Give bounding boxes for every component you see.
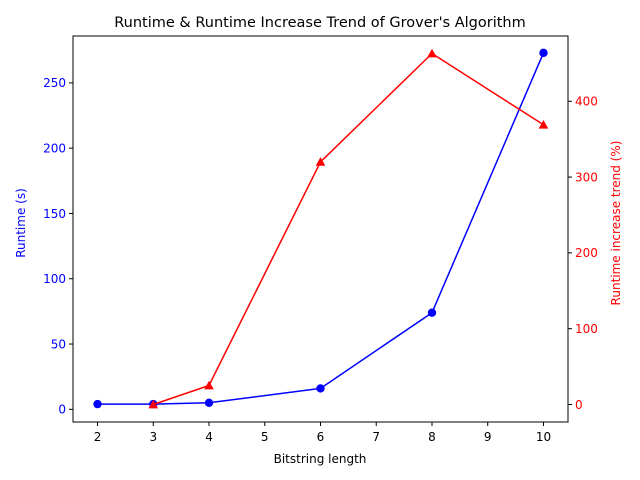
right-y-tick-label: 200 <box>575 246 598 260</box>
series-1-point <box>539 48 548 58</box>
chart-title: Runtime & Runtime Increase Trend of Grov… <box>114 15 526 31</box>
series-2-point <box>427 48 437 58</box>
series-2-point <box>204 380 214 390</box>
x-tick-label: 7 <box>372 430 380 444</box>
x-tick-label: 5 <box>261 430 269 444</box>
left-y-tick-label: 200 <box>43 141 66 155</box>
x-tick-label: 2 <box>94 430 102 444</box>
left-y-tick-label: 50 <box>51 337 66 351</box>
series-1-point <box>427 308 437 317</box>
left-y-tick-label: 250 <box>43 76 66 90</box>
x-tick-label: 9 <box>484 430 492 444</box>
series-2-point <box>148 399 159 409</box>
series-1-point <box>93 399 102 409</box>
x-tick-label: 4 <box>205 430 213 444</box>
x-tick-label: 3 <box>149 430 157 444</box>
left-y-tick-label: 100 <box>43 272 66 286</box>
series-2-point <box>315 157 326 166</box>
right-y-tick-label: 0 <box>575 398 583 412</box>
series-1-line <box>97 52 545 405</box>
left-y-tick-label: 0 <box>58 403 66 417</box>
x-tick-label: 10 <box>536 430 551 444</box>
left-y-tick-label: 150 <box>43 207 66 221</box>
x-tick-label: 8 <box>428 430 436 444</box>
left-y-axis-label: Runtime (s) <box>14 188 28 258</box>
series-1-point <box>316 384 325 393</box>
series-1-point <box>204 398 214 408</box>
right-y-axis-label: Runtime increase trend (%) <box>609 141 623 306</box>
x-tick-label: 6 <box>317 430 325 444</box>
right-y-tick-label: 100 <box>575 322 598 336</box>
series-layer <box>93 48 549 409</box>
x-axis-label: Bitstring length <box>274 452 367 466</box>
series-2-point <box>538 119 549 129</box>
right-y-tick-label: 300 <box>575 170 598 184</box>
right-y-tick-label: 400 <box>575 95 598 109</box>
